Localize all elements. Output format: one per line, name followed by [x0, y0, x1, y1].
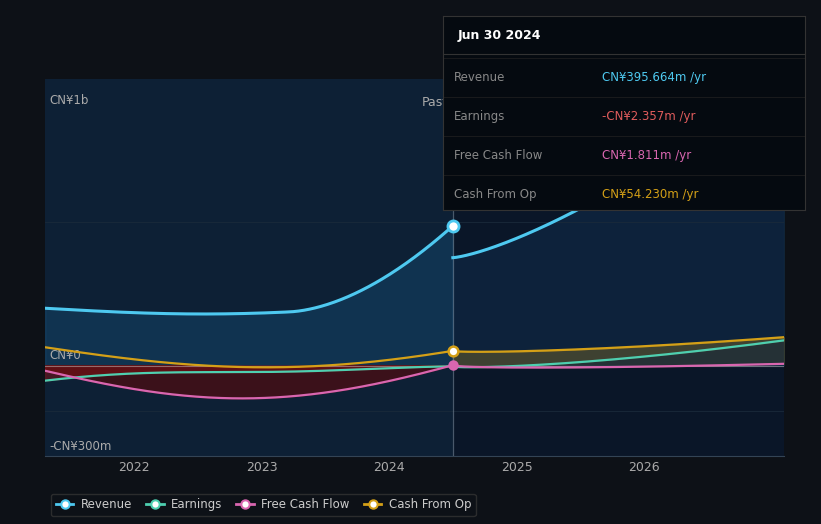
Text: Cash From Op: Cash From Op: [454, 188, 537, 201]
Text: CN¥0: CN¥0: [49, 348, 80, 362]
Text: -CN¥2.357m /yr: -CN¥2.357m /yr: [603, 110, 695, 123]
Text: Past: Past: [422, 96, 447, 109]
Legend: Revenue, Earnings, Free Cash Flow, Cash From Op: Revenue, Earnings, Free Cash Flow, Cash …: [51, 494, 476, 516]
Text: CN¥54.230m /yr: CN¥54.230m /yr: [603, 188, 699, 201]
Text: Jun 30 2024: Jun 30 2024: [458, 29, 541, 42]
Text: Analysts Forecasts: Analysts Forecasts: [458, 96, 575, 109]
Bar: [45, 79, 453, 456]
Text: CN¥395.664m /yr: CN¥395.664m /yr: [603, 71, 706, 84]
Bar: [453, 79, 784, 456]
Text: CN¥1.811m /yr: CN¥1.811m /yr: [603, 149, 691, 162]
Text: Earnings: Earnings: [454, 110, 506, 123]
Text: -CN¥300m: -CN¥300m: [49, 440, 112, 453]
Text: Revenue: Revenue: [454, 71, 506, 84]
Text: CN¥1b: CN¥1b: [49, 94, 89, 107]
Text: Free Cash Flow: Free Cash Flow: [454, 149, 543, 162]
